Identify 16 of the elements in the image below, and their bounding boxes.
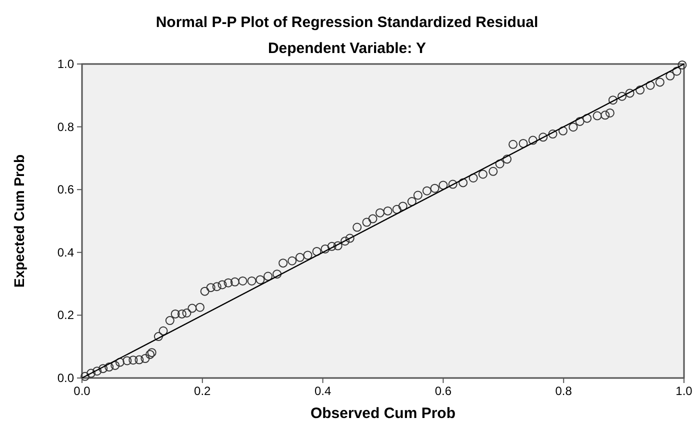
x-tick-label: 0.2 [194, 384, 212, 398]
x-tick-label: 0.8 [555, 384, 572, 398]
x-tick-label: 1.0 [676, 384, 693, 398]
x-tick-label: 0.6 [434, 384, 452, 398]
y-axis-title: Expected Cum Prob [11, 154, 27, 288]
y-tick-label: 0.2 [57, 308, 74, 322]
y-tick-label: 1.0 [57, 57, 74, 71]
x-tick-label: 0.4 [314, 384, 332, 398]
x-axis-title: Observed Cum Prob [310, 405, 456, 422]
x-tick-label: 0.0 [74, 384, 91, 398]
chart-title: Normal P-P Plot of Regression Standardized Residual [156, 14, 538, 31]
y-tick-label: 0.8 [57, 120, 74, 134]
chart-subtitle: Dependent Variable: Y [268, 40, 426, 57]
y-tick-label: 0.6 [57, 182, 74, 197]
y-tick-label: 0.4 [57, 245, 74, 260]
y-tick-label: 0.0 [57, 371, 74, 385]
